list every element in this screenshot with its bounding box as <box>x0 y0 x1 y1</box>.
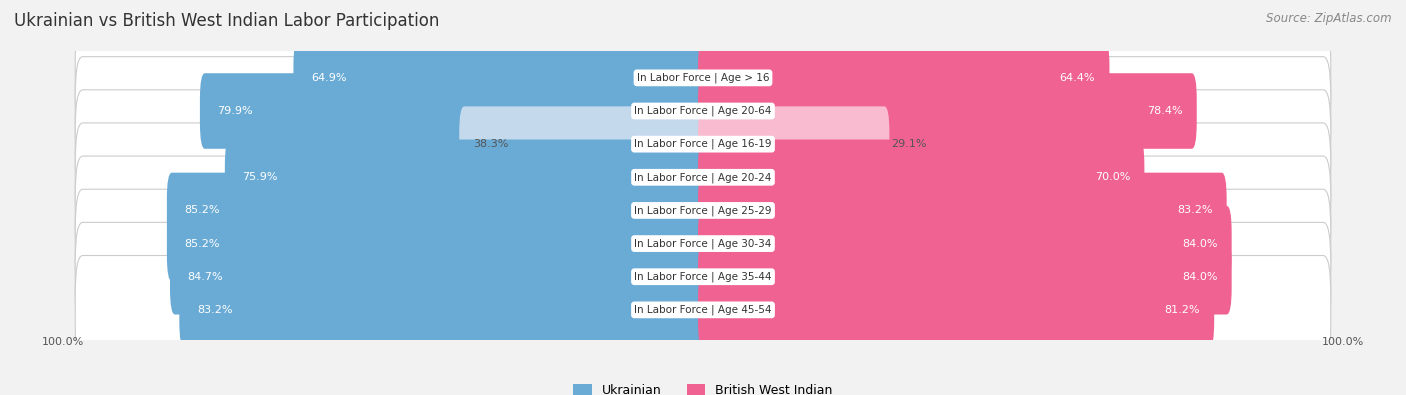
Legend: Ukrainian, British West Indian: Ukrainian, British West Indian <box>574 384 832 395</box>
Text: In Labor Force | Age 16-19: In Labor Force | Age 16-19 <box>634 139 772 149</box>
FancyBboxPatch shape <box>75 156 1330 265</box>
FancyBboxPatch shape <box>167 206 709 281</box>
FancyBboxPatch shape <box>225 139 709 215</box>
FancyBboxPatch shape <box>75 222 1330 331</box>
Text: 75.9%: 75.9% <box>242 172 278 182</box>
FancyBboxPatch shape <box>80 56 1326 331</box>
Text: In Labor Force | Age 35-44: In Labor Force | Age 35-44 <box>634 271 772 282</box>
Text: In Labor Force | Age 30-34: In Labor Force | Age 30-34 <box>634 238 772 249</box>
Text: 29.1%: 29.1% <box>890 139 927 149</box>
Text: 64.4%: 64.4% <box>1060 73 1095 83</box>
FancyBboxPatch shape <box>294 40 709 116</box>
FancyBboxPatch shape <box>75 123 1330 231</box>
Text: Ukrainian vs British West Indian Labor Participation: Ukrainian vs British West Indian Labor P… <box>14 12 440 30</box>
Text: 83.2%: 83.2% <box>197 305 232 315</box>
Text: 79.9%: 79.9% <box>218 106 253 116</box>
FancyBboxPatch shape <box>170 239 709 314</box>
FancyBboxPatch shape <box>697 139 1144 215</box>
FancyBboxPatch shape <box>180 272 709 348</box>
Text: 70.0%: 70.0% <box>1095 172 1130 182</box>
Text: 100.0%: 100.0% <box>1322 337 1364 347</box>
Text: In Labor Force | Age > 16: In Labor Force | Age > 16 <box>637 73 769 83</box>
Text: 83.2%: 83.2% <box>1177 205 1212 215</box>
FancyBboxPatch shape <box>75 56 1330 166</box>
Text: 84.0%: 84.0% <box>1182 272 1218 282</box>
Text: 81.2%: 81.2% <box>1164 305 1199 315</box>
FancyBboxPatch shape <box>697 272 1215 348</box>
Text: In Labor Force | Age 20-64: In Labor Force | Age 20-64 <box>634 106 772 116</box>
FancyBboxPatch shape <box>75 24 1330 132</box>
FancyBboxPatch shape <box>75 90 1330 199</box>
Text: In Labor Force | Age 20-24: In Labor Force | Age 20-24 <box>634 172 772 182</box>
Text: 64.9%: 64.9% <box>311 73 346 83</box>
FancyBboxPatch shape <box>697 106 890 182</box>
Text: 84.0%: 84.0% <box>1182 239 1218 248</box>
Text: 78.4%: 78.4% <box>1147 106 1182 116</box>
Text: 84.7%: 84.7% <box>187 272 224 282</box>
FancyBboxPatch shape <box>697 206 1232 281</box>
Text: 38.3%: 38.3% <box>474 139 509 149</box>
Text: 85.2%: 85.2% <box>184 205 219 215</box>
FancyBboxPatch shape <box>200 73 709 149</box>
FancyBboxPatch shape <box>75 189 1330 298</box>
FancyBboxPatch shape <box>697 173 1226 248</box>
FancyBboxPatch shape <box>75 256 1330 364</box>
Text: In Labor Force | Age 25-29: In Labor Force | Age 25-29 <box>634 205 772 216</box>
FancyBboxPatch shape <box>167 173 709 248</box>
FancyBboxPatch shape <box>460 106 709 182</box>
Text: Source: ZipAtlas.com: Source: ZipAtlas.com <box>1267 12 1392 25</box>
FancyBboxPatch shape <box>697 40 1109 116</box>
Text: In Labor Force | Age 45-54: In Labor Force | Age 45-54 <box>634 305 772 315</box>
FancyBboxPatch shape <box>697 73 1197 149</box>
Text: 100.0%: 100.0% <box>42 337 84 347</box>
Text: 85.2%: 85.2% <box>184 239 219 248</box>
FancyBboxPatch shape <box>697 239 1232 314</box>
